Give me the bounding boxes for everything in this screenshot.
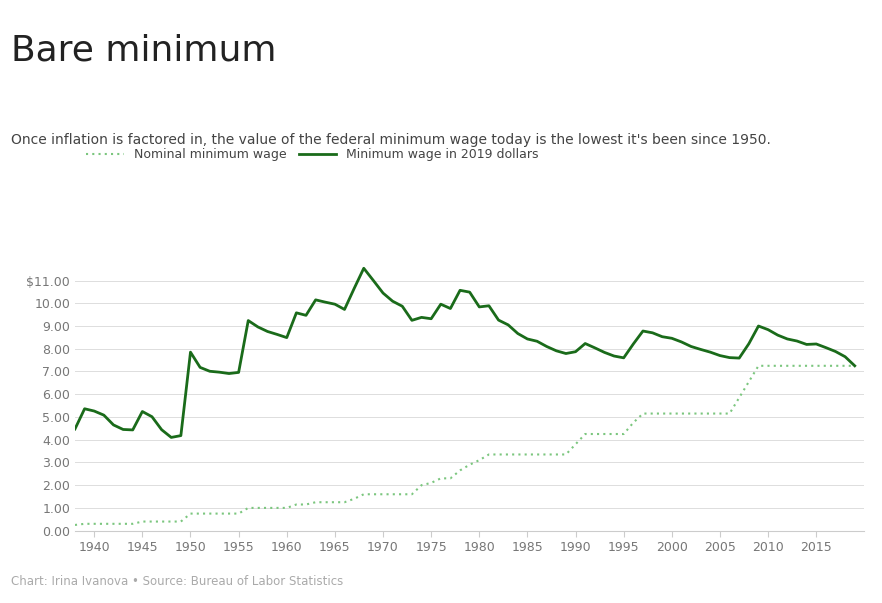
Text: Bare minimum: Bare minimum	[11, 33, 276, 67]
Text: Chart: Irina Ivanova • Source: Bureau of Labor Statistics: Chart: Irina Ivanova • Source: Bureau of…	[11, 575, 343, 588]
Legend: Nominal minimum wage, Minimum wage in 2019 dollars: Nominal minimum wage, Minimum wage in 20…	[81, 143, 544, 166]
Text: Once inflation is factored in, the value of the federal minimum wage today is th: Once inflation is factored in, the value…	[11, 133, 771, 147]
